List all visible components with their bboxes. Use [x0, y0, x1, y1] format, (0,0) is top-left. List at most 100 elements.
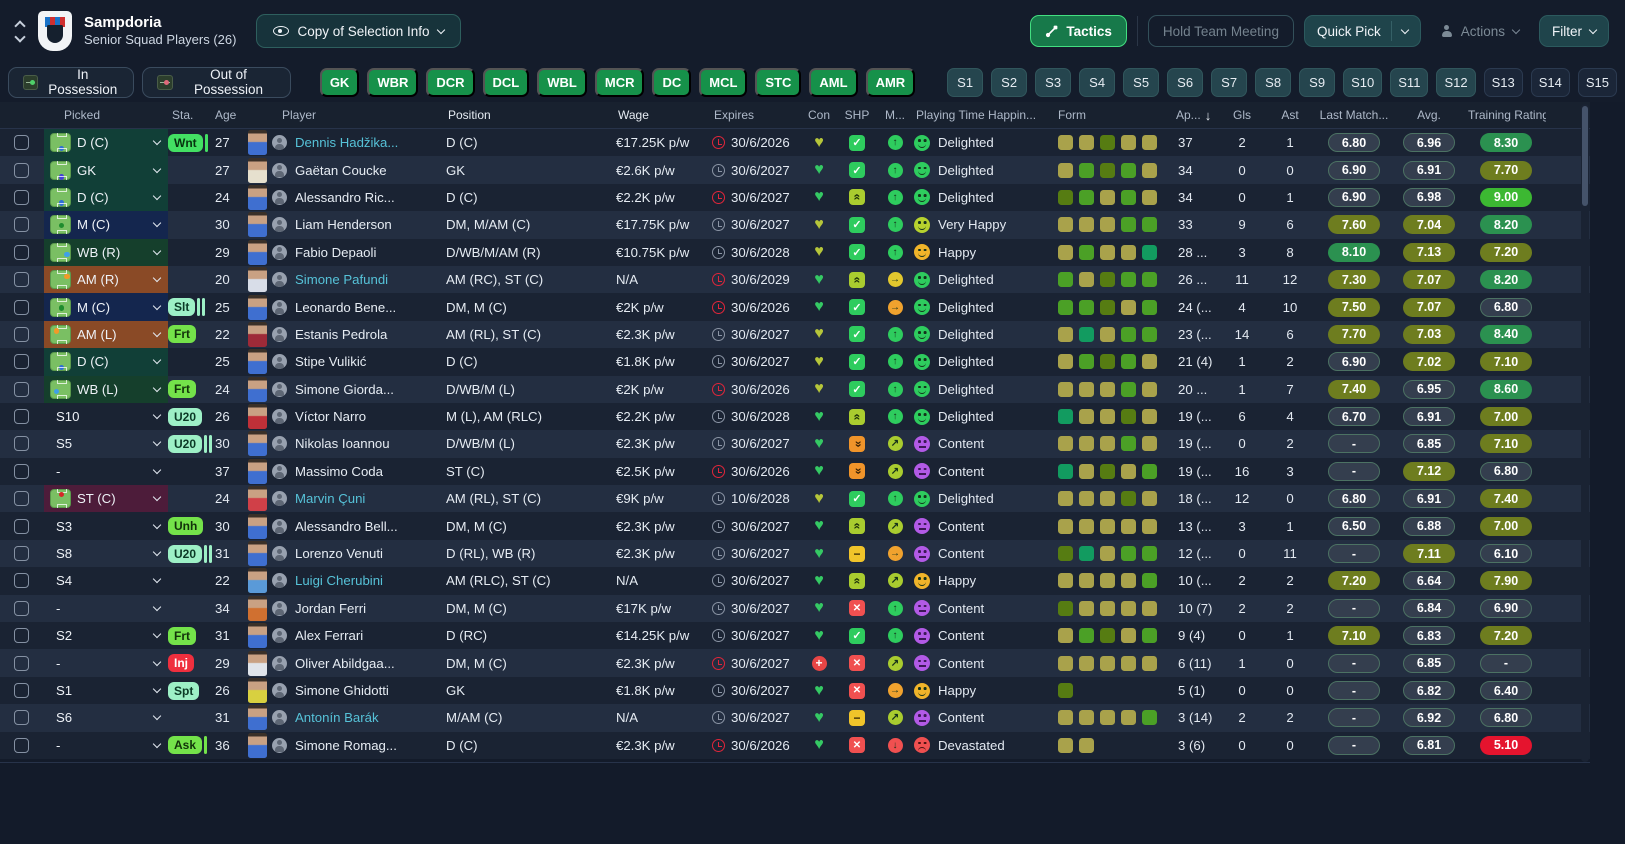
column-header-6[interactable]: Expires: [714, 108, 755, 122]
table-row[interactable]: - 37 Massimo Coda ST (C) €2.5K p/w 30/6/…: [0, 457, 1590, 486]
player-name[interactable]: Oliver Abildgaa...: [295, 655, 395, 671]
table-row[interactable]: S5 U20 30 Nikolas Ioannou D/WB/M (L) €2.…: [0, 430, 1590, 458]
slot-button-s11[interactable]: S11: [1390, 67, 1429, 97]
position-button-dcr[interactable]: DCR: [426, 67, 475, 97]
chevron-down-icon[interactable]: [14, 30, 26, 43]
table-row[interactable]: - Inj 29 Oliver Abildgaa... DM, M (C) €2…: [0, 649, 1590, 677]
position-button-aml[interactable]: AML: [809, 67, 858, 97]
player-name[interactable]: Fabio Depaoli: [295, 244, 377, 260]
picked-position-dropdown[interactable]: S1: [44, 677, 168, 704]
row-checkbox[interactable]: [14, 546, 29, 562]
tab-in-possession[interactable]: In Possession: [8, 66, 135, 98]
table-row[interactable]: D (C) 24 Alessandro Ric... D (C) €2.2K p…: [0, 183, 1590, 212]
scrollbar-thumb[interactable]: [1582, 106, 1588, 206]
picked-position-dropdown[interactable]: ST (C): [44, 485, 168, 513]
tab-out-of-possession[interactable]: Out of Possession: [142, 66, 292, 98]
table-row[interactable]: AM (R) 20 Simone Pafundi AM (RC), ST (C)…: [0, 265, 1590, 294]
row-checkbox[interactable]: [14, 135, 29, 151]
quick-pick-button[interactable]: Quick Pick: [1303, 15, 1421, 47]
table-row[interactable]: ST (C) 24 Marvin Çuni AM (RL), ST (C) €9…: [0, 485, 1590, 513]
player-name[interactable]: Jordan Ferri: [295, 600, 367, 616]
actions-button[interactable]: Actions: [1431, 15, 1529, 47]
picked-position-dropdown[interactable]: S4: [44, 567, 168, 594]
position-button-dcl[interactable]: DCL: [482, 67, 530, 97]
player-name[interactable]: Simone Giorda...: [295, 381, 394, 397]
row-checkbox[interactable]: [14, 217, 29, 233]
column-header-1[interactable]: Sta.: [172, 108, 194, 122]
picked-position-dropdown[interactable]: AM (R): [44, 265, 168, 294]
column-header-8[interactable]: SHP: [844, 108, 870, 122]
position-button-mcr[interactable]: MCR: [594, 67, 645, 97]
view-dropdown[interactable]: Copy of Selection Info: [256, 14, 461, 48]
player-name[interactable]: Alessandro Bell...: [295, 518, 398, 534]
chevron-up-icon[interactable]: [14, 19, 26, 32]
slot-button-s13[interactable]: S13: [1483, 67, 1523, 97]
slot-button-s7[interactable]: S7: [1211, 67, 1248, 97]
row-checkbox[interactable]: [14, 272, 29, 288]
row-checkbox[interactable]: [14, 710, 29, 726]
table-row[interactable]: S3 Unh 30 Alessandro Bell... DM, M (C) €…: [0, 512, 1590, 540]
player-name[interactable]: Massimo Coda: [295, 463, 383, 479]
row-checkbox[interactable]: [14, 436, 29, 452]
position-button-gk[interactable]: GK: [319, 67, 360, 97]
column-header-2[interactable]: Age: [215, 108, 237, 122]
column-header-11[interactable]: Form: [1058, 108, 1086, 122]
column-header-16[interactable]: Avg.: [1417, 108, 1441, 122]
row-checkbox[interactable]: [14, 573, 29, 589]
table-row[interactable]: - 34 Jordan Ferri DM, M (C) €17K p/w 30/…: [0, 594, 1590, 623]
player-name[interactable]: Dennis Hadžika...: [295, 135, 399, 151]
column-header-4[interactable]: Position: [448, 108, 491, 122]
player-name[interactable]: Estanis Pedrola: [295, 326, 388, 342]
row-checkbox[interactable]: [14, 491, 29, 507]
player-name[interactable]: Simone Romag...: [295, 737, 397, 753]
slot-button-s2[interactable]: S2: [991, 67, 1028, 97]
row-checkbox[interactable]: [14, 326, 29, 342]
table-row[interactable]: WB (L) Frt 24 Simone Giorda... D/WB/M (L…: [0, 375, 1590, 403]
slot-button-s10[interactable]: S10: [1343, 67, 1383, 97]
player-name[interactable]: Alex Ferrari: [295, 628, 364, 644]
picked-position-dropdown[interactable]: D (C): [44, 348, 168, 376]
picked-position-dropdown[interactable]: D (C): [44, 183, 168, 212]
table-row[interactable]: S8 U20 31 Lorenzo Venuti D (RL), WB (R) …: [0, 539, 1590, 568]
column-header-10[interactable]: Playing Time Happin...: [916, 108, 1037, 122]
player-name[interactable]: Antonín Barák: [295, 710, 379, 726]
vertical-scrollbar[interactable]: [1581, 104, 1589, 762]
filter-button[interactable]: Filter: [1539, 15, 1609, 47]
table-row[interactable]: S10 U20 26 Víctor Narro M (L), AM (RLC) …: [0, 402, 1590, 431]
table-row[interactable]: AM (L) Frt 22 Estanis Pedrola AM (RL), S…: [0, 320, 1590, 349]
slot-button-s9[interactable]: S9: [1299, 67, 1336, 97]
table-row[interactable]: S4 22 Luigi Cherubini AM (RLC), ST (C) N…: [0, 567, 1590, 595]
player-name[interactable]: Simone Ghidotti: [295, 683, 389, 698]
picked-position-dropdown[interactable]: AM (L): [44, 320, 168, 349]
position-button-mcl[interactable]: MCL: [699, 67, 748, 97]
slot-button-s12[interactable]: S12: [1436, 67, 1476, 97]
slot-button-s8[interactable]: S8: [1255, 67, 1292, 97]
column-header-5[interactable]: Wage: [618, 108, 649, 122]
column-header-13[interactable]: Gls: [1233, 108, 1251, 122]
picked-position-dropdown[interactable]: -: [44, 595, 168, 622]
position-button-amr[interactable]: AMR: [865, 67, 916, 97]
picked-position-dropdown[interactable]: S6: [44, 704, 168, 731]
slot-button-s5[interactable]: S5: [1123, 67, 1160, 97]
row-checkbox[interactable]: [14, 354, 29, 370]
column-header-7[interactable]: Con: [807, 108, 830, 122]
table-row[interactable]: S1 Spt 26 Simone Ghidotti GK €1.8K p/w 3…: [0, 676, 1590, 705]
table-row[interactable]: M (C) Slt 25 Leonardo Bene... DM, M (C) …: [0, 293, 1590, 321]
player-name[interactable]: Nikolas Ioannou: [295, 436, 390, 452]
row-checkbox[interactable]: [14, 683, 29, 698]
player-name[interactable]: Luigi Cherubini: [295, 573, 383, 589]
row-checkbox[interactable]: [14, 299, 29, 315]
row-checkbox[interactable]: [14, 189, 29, 205]
position-button-wbl[interactable]: WBL: [537, 67, 587, 97]
player-name[interactable]: Simone Pafundi: [295, 272, 389, 288]
row-checkbox[interactable]: [14, 628, 29, 644]
table-row[interactable]: D (C) Wnt 27 Dennis Hadžika... D (C) €17…: [0, 129, 1590, 157]
slot-button-s14[interactable]: S14: [1530, 67, 1570, 97]
picked-position-dropdown[interactable]: S10: [44, 403, 168, 430]
picked-position-dropdown[interactable]: D (C): [44, 129, 168, 157]
table-row[interactable]: S6 31 Antonín Barák M/AM (C) N/A 30/6/20…: [0, 704, 1590, 732]
player-name[interactable]: Lorenzo Venuti: [295, 546, 383, 562]
picked-position-dropdown[interactable]: S3: [44, 512, 168, 539]
table-row[interactable]: WB (R) 29 Fabio Depaoli D/WB/M/AM (R) €1…: [0, 238, 1590, 266]
picked-position-dropdown[interactable]: -: [44, 732, 168, 759]
